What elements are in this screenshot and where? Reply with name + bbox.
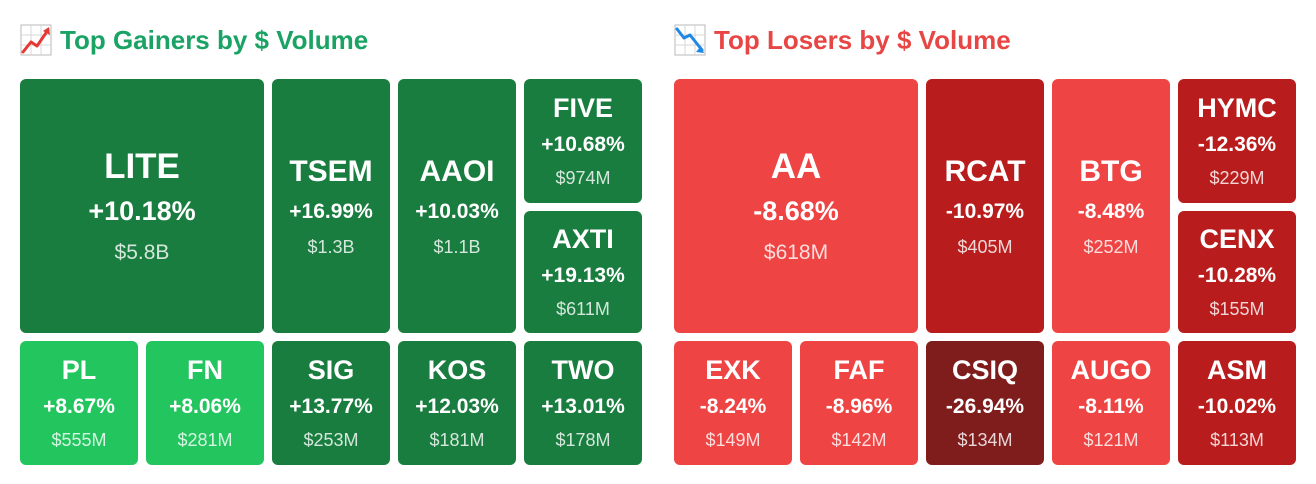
tile-symbol: SIG — [307, 355, 355, 385]
tile-volume: $113M — [1210, 430, 1264, 450]
tile-symbol: AXTI — [552, 224, 614, 254]
tile-volume: $229M — [1209, 168, 1265, 188]
tile-symbol: AAOI — [419, 154, 495, 188]
tile-volume: $181M — [429, 430, 485, 450]
tile-symbol: FAF — [833, 355, 885, 385]
tile-symbol: TSEM — [289, 154, 373, 188]
gainers-title: Top Gainers by $ Volume — [20, 24, 368, 56]
tile-symbol: AA — [770, 147, 822, 186]
loser-tile-augo[interactable]: AUGO -8.11% $121M — [1052, 341, 1170, 465]
tile-symbol: AUGO — [1070, 355, 1152, 385]
tile-change: -12.36% — [1197, 133, 1277, 156]
tile-volume: $405M — [957, 236, 1013, 257]
tile-symbol: EXK — [705, 355, 761, 385]
tile-volume: $142M — [831, 430, 887, 450]
tile-change: -10.28% — [1197, 264, 1277, 287]
tile-change: +8.06% — [169, 395, 241, 418]
tile-symbol: ASM — [1207, 355, 1267, 385]
tile-change: +8.67% — [43, 395, 115, 418]
tile-change: +13.01% — [541, 395, 625, 418]
tile-change: -26.94% — [945, 395, 1025, 418]
chart-increasing-icon — [20, 24, 52, 56]
gainer-tile-five[interactable]: FIVE +10.68% $974M — [524, 79, 642, 203]
tile-symbol: TWO — [551, 355, 615, 385]
loser-tile-cenx[interactable]: CENX -10.28% $155M — [1178, 211, 1296, 333]
tile-symbol: LITE — [104, 147, 180, 186]
tile-change: -10.97% — [945, 199, 1025, 223]
tile-volume: $1.1B — [433, 236, 481, 257]
gainer-tile-sig[interactable]: SIG +13.77% $253M — [272, 341, 390, 465]
tile-volume: $121M — [1083, 430, 1139, 450]
gainer-tile-tsem[interactable]: TSEM +16.99% $1.3B — [272, 79, 390, 333]
tile-symbol: FN — [187, 355, 223, 385]
tile-volume: $611M — [556, 299, 610, 319]
gainer-tile-kos[interactable]: KOS +12.03% $181M — [398, 341, 516, 465]
tile-symbol: KOS — [427, 355, 487, 385]
loser-tile-asm[interactable]: ASM -10.02% $113M — [1178, 341, 1296, 465]
tile-change: +13.77% — [289, 395, 373, 418]
gainer-tile-pl[interactable]: PL +8.67% $555M — [20, 341, 138, 465]
loser-tile-faf[interactable]: FAF -8.96% $142M — [800, 341, 918, 465]
tile-symbol: CENX — [1199, 224, 1275, 254]
gainer-tile-two[interactable]: TWO +13.01% $178M — [524, 341, 642, 465]
tile-symbol: BTG — [1079, 154, 1143, 188]
tile-volume: $253M — [303, 430, 359, 450]
tile-change: -8.96% — [825, 395, 893, 418]
gainer-tile-lite[interactable]: LITE +10.18% $5.8B — [20, 79, 264, 333]
loser-tile-btg[interactable]: BTG -8.48% $252M — [1052, 79, 1170, 333]
gainer-tile-aaoi[interactable]: AAOI +10.03% $1.1B — [398, 79, 516, 333]
tile-symbol: RCAT — [944, 154, 1026, 188]
tile-change: -8.68% — [753, 196, 839, 226]
tile-volume: $5.8B — [114, 241, 170, 264]
tile-symbol: PL — [61, 355, 97, 385]
tile-change: +10.68% — [541, 133, 625, 156]
tile-change: +12.03% — [415, 395, 499, 418]
tile-change: +16.99% — [289, 199, 373, 223]
gainers-title-text: Top Gainers by $ Volume — [60, 24, 369, 55]
tile-change: -10.02% — [1197, 395, 1277, 418]
tile-volume: $134M — [957, 430, 1013, 450]
tile-volume: $178M — [555, 430, 611, 450]
loser-tile-csiq[interactable]: CSIQ -26.94% $134M — [926, 341, 1044, 465]
tile-change: -8.11% — [1078, 395, 1144, 418]
tile-volume: $281M — [177, 430, 233, 450]
tile-volume: $149M — [705, 430, 761, 450]
gainer-tile-axti[interactable]: AXTI +19.13% $611M — [524, 211, 642, 333]
chart-decreasing-icon — [674, 24, 706, 56]
loser-tile-hymc[interactable]: HYMC -12.36% $229M — [1178, 79, 1296, 203]
gainer-tile-fn[interactable]: FN +8.06% $281M — [146, 341, 264, 465]
losers-title-text: Top Losers by $ Volume — [714, 24, 1011, 55]
loser-tile-aa[interactable]: AA -8.68% $618M — [674, 79, 918, 333]
tile-symbol: CSIQ — [951, 355, 1018, 385]
tile-symbol: FIVE — [552, 93, 613, 123]
tile-change: +10.18% — [88, 196, 196, 226]
tile-volume: $1.3B — [307, 236, 355, 257]
tile-volume: $974M — [555, 168, 611, 188]
tile-volume: $155M — [1209, 299, 1265, 319]
tile-symbol: HYMC — [1197, 93, 1277, 123]
losers-title: Top Losers by $ Volume — [674, 24, 1011, 56]
tile-volume: $618M — [763, 241, 829, 264]
tile-change: +10.03% — [415, 199, 499, 223]
tile-volume: $252M — [1083, 236, 1139, 257]
tile-change: -8.24% — [699, 395, 767, 418]
loser-tile-rcat[interactable]: RCAT -10.97% $405M — [926, 79, 1044, 333]
tile-volume: $555M — [51, 430, 107, 450]
loser-tile-exk[interactable]: EXK -8.24% $149M — [674, 341, 792, 465]
tile-change: +19.13% — [541, 264, 625, 287]
tile-change: -8.48% — [1077, 199, 1145, 223]
